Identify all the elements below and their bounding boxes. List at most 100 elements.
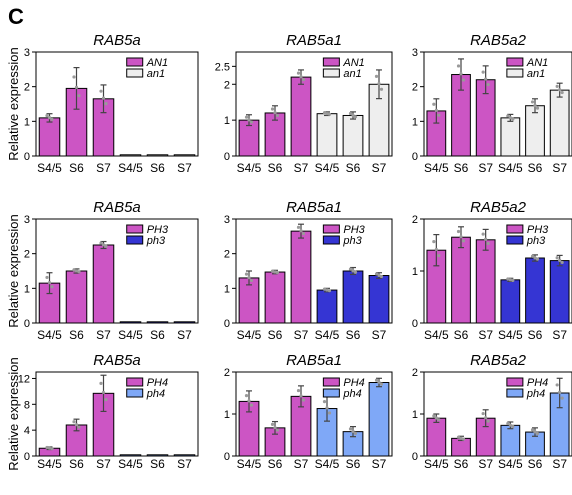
- replicate-point: [322, 287, 327, 291]
- bar: [500, 424, 521, 457]
- replicate-point: [434, 108, 438, 112]
- y-tick-label: 4: [24, 425, 30, 437]
- replicate-point: [348, 427, 353, 431]
- replicate-point: [535, 257, 540, 261]
- x-tick-label: S6: [268, 161, 283, 175]
- plot-frame: [423, 51, 572, 157]
- bar: [475, 239, 496, 324]
- x-tick-label: S6: [69, 328, 84, 342]
- legend-swatch: [322, 224, 340, 234]
- legend-label: PH4: [343, 377, 364, 389]
- x-tick-label: S7: [177, 161, 192, 175]
- legend-swatch: [126, 224, 144, 234]
- replicate-point: [506, 277, 510, 281]
- y-tick-label: 1: [24, 116, 30, 128]
- legend-label: PH3: [147, 224, 169, 236]
- y-tick-label: 0: [24, 151, 30, 163]
- x-tick-label: S4/5: [424, 328, 449, 342]
- bar: [65, 270, 88, 324]
- replicate-point: [535, 106, 540, 110]
- replicate-point: [45, 275, 49, 280]
- x-tick-label: S7: [478, 328, 493, 342]
- replicate-point: [74, 423, 79, 427]
- bar: [316, 113, 338, 157]
- x-tick-label: S4/5: [498, 328, 523, 342]
- replicate-point: [533, 430, 537, 434]
- replicate-point: [327, 289, 332, 293]
- replicate-point: [484, 416, 488, 420]
- replicate-point: [99, 241, 103, 245]
- legend-label: ph4: [146, 388, 165, 400]
- replicate-point: [555, 84, 559, 88]
- y-tick-label: 2: [224, 367, 230, 379]
- x-tick-label: S7: [478, 161, 493, 175]
- bar: [119, 154, 142, 157]
- y-tick-label: 2: [412, 82, 418, 94]
- replicate-point: [77, 270, 81, 274]
- legend-label: PH3: [527, 224, 549, 236]
- legend-label: an1: [147, 68, 165, 80]
- replicate-point: [437, 418, 441, 422]
- replicate-point: [325, 111, 329, 116]
- x-tick-label: S6: [69, 457, 84, 471]
- replicate-point: [481, 70, 485, 74]
- legend-label: ph3: [342, 235, 362, 247]
- y-tick-label: 2: [224, 79, 230, 91]
- replicate-point: [437, 113, 441, 117]
- row-y-labels: Relative expression Relative expression Re…: [6, 47, 21, 470]
- x-tick-label: S4/5: [37, 328, 62, 342]
- x-tick-label: S6: [528, 328, 543, 342]
- replicate-point: [434, 416, 438, 420]
- replicate-point: [301, 231, 306, 236]
- replicate-point: [104, 102, 108, 106]
- bar: [549, 89, 570, 157]
- replicate-point: [508, 116, 512, 120]
- bar: [426, 417, 447, 457]
- x-tick-label: S4/5: [424, 457, 449, 471]
- plot-frame: [235, 371, 393, 457]
- y-tick-label: 3: [412, 47, 418, 59]
- replicate-point: [535, 431, 540, 436]
- x-tick-label: S4/5: [498, 161, 523, 175]
- replicate-point: [50, 285, 54, 289]
- legend-label: ph3: [146, 235, 166, 247]
- replicate-point: [247, 275, 251, 280]
- replicate-point: [432, 240, 436, 244]
- replicate-point: [511, 117, 515, 121]
- bar: [368, 275, 390, 324]
- bar: [342, 270, 364, 324]
- replicate-point: [530, 100, 535, 104]
- replicate-point: [45, 445, 49, 450]
- replicate-point: [74, 85, 79, 89]
- replicate-point: [560, 396, 564, 400]
- x-tick-label: S6: [528, 457, 543, 471]
- replicate-point: [484, 237, 488, 241]
- x-tick-label: S4/5: [118, 161, 143, 175]
- replicate-point: [461, 78, 466, 82]
- replicate-point: [244, 272, 249, 276]
- replicate-point: [247, 399, 251, 403]
- replicate-point: [533, 256, 537, 260]
- replicate-point: [325, 288, 329, 292]
- replicate-point: [459, 72, 463, 76]
- replicate-point: [374, 272, 379, 276]
- replicate-point: [508, 423, 512, 427]
- y-tick-label: 0: [224, 451, 230, 463]
- replicate-point: [533, 103, 537, 107]
- replicate-point: [461, 239, 466, 243]
- y-tick-label: 0: [224, 151, 230, 163]
- replicate-point: [432, 414, 436, 418]
- x-tick-label: S7: [96, 457, 111, 471]
- replicate-point: [99, 89, 103, 93]
- y-tick-label: 3: [224, 214, 230, 226]
- replicate-point: [506, 421, 510, 426]
- replicate-point: [327, 411, 332, 415]
- bar: [525, 105, 545, 157]
- x-tick-label: S7: [96, 328, 111, 342]
- replicate-point: [484, 77, 488, 81]
- x-tick-label: S7: [96, 161, 111, 175]
- x-tick-label: S7: [294, 161, 309, 175]
- x-tick-label: S6: [150, 457, 165, 471]
- legend-label: PH4: [147, 377, 168, 389]
